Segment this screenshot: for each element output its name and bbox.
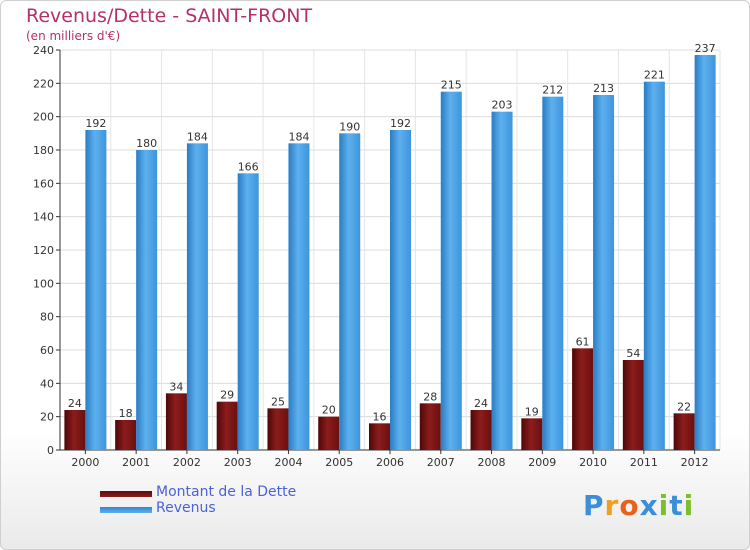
bar-dette (165, 393, 187, 450)
x-tick-label: 2001 (122, 456, 150, 469)
x-tick-label: 2008 (478, 456, 506, 469)
y-tick-label: 220 (33, 77, 54, 90)
bar-dette (115, 420, 137, 450)
x-tick-label: 2005 (325, 456, 353, 469)
logo-letter: o (619, 489, 640, 522)
data-label-revenus: 192 (390, 117, 411, 130)
data-label-revenus: 213 (593, 82, 614, 95)
data-label-dette: 16 (373, 410, 387, 423)
y-tick-label: 240 (33, 44, 54, 57)
data-label-dette: 29 (220, 389, 234, 402)
y-tick-label: 100 (33, 277, 54, 290)
bar-revenus (542, 96, 564, 451)
x-tick-label: 2000 (71, 456, 99, 469)
data-label-revenus: 221 (644, 69, 665, 82)
data-label-dette: 61 (576, 335, 590, 348)
chart-title: Revenus/Dette - SAINT-FRONT (26, 5, 313, 27)
bar-dette (216, 401, 238, 450)
logo-letter: i (658, 489, 670, 522)
bar-dette (64, 410, 86, 450)
bar-dette (521, 418, 543, 450)
proxiti-logo: Proxiti (583, 489, 694, 522)
x-tick-label: 2004 (274, 456, 302, 469)
bar-dette (470, 410, 492, 450)
bar-revenus (694, 55, 716, 450)
data-label-revenus: 180 (136, 137, 157, 150)
y-tick-label: 0 (47, 444, 54, 457)
bar-revenus (136, 150, 158, 450)
data-label-dette: 28 (423, 390, 437, 403)
bar-dette (622, 360, 644, 450)
data-label-dette: 24 (68, 397, 82, 410)
y-tick-label: 160 (33, 177, 54, 190)
bar-dette (419, 403, 441, 450)
x-tick-label: 2009 (528, 456, 556, 469)
y-tick-label: 140 (33, 211, 54, 224)
data-label-dette: 19 (525, 405, 539, 418)
logo-letter: x (639, 489, 659, 522)
data-label-dette: 20 (322, 404, 336, 417)
data-label-dette: 25 (271, 395, 285, 408)
data-label-revenus: 212 (542, 84, 563, 97)
y-tick-label: 40 (40, 377, 54, 390)
logo-letter: P (583, 489, 605, 522)
bar-revenus (491, 111, 513, 451)
logo-letter: i (683, 489, 695, 522)
x-tick-label: 2006 (376, 456, 404, 469)
bar-revenus (85, 130, 107, 450)
logo-letter: r (604, 489, 620, 522)
bar-dette (369, 423, 390, 450)
data-label-revenus: 203 (492, 99, 513, 112)
chart-subtitle: (en milliers d'€) (26, 29, 121, 43)
bar-revenus (186, 143, 208, 451)
bar-revenus (593, 95, 615, 450)
y-tick-label: 20 (40, 411, 54, 424)
bar-revenus (288, 143, 310, 451)
data-label-revenus: 190 (339, 120, 360, 133)
data-label-dette: 54 (626, 347, 640, 360)
bar-dette (673, 413, 695, 450)
bar-revenus (643, 81, 665, 451)
x-tick-label: 2010 (579, 456, 607, 469)
bar-dette (572, 348, 594, 450)
x-tick-label: 2011 (630, 456, 658, 469)
bar-dette (267, 408, 289, 450)
data-label-dette: 24 (474, 397, 488, 410)
bar-dette (318, 416, 340, 450)
data-label-dette: 18 (119, 407, 133, 420)
data-label-dette: 34 (169, 380, 183, 393)
legend-label-revenus: Revenus (156, 500, 216, 516)
legend-label-dette: Montant de la Dette (156, 484, 297, 500)
y-tick-label: 200 (33, 111, 54, 124)
y-tick-label: 80 (40, 311, 54, 324)
data-label-revenus: 215 (441, 79, 462, 92)
data-label-revenus: 237 (695, 42, 716, 55)
bar-revenus (440, 91, 462, 451)
data-label-revenus: 166 (238, 160, 259, 173)
x-tick-label: 2003 (224, 456, 252, 469)
y-tick-label: 120 (33, 244, 54, 257)
data-label-revenus: 192 (85, 117, 106, 130)
legend-swatch-revenus (100, 507, 152, 513)
y-tick-label: 180 (33, 144, 54, 157)
x-tick-label: 2012 (681, 456, 709, 469)
legend-swatch-dette (100, 491, 152, 497)
data-label-dette: 22 (677, 400, 691, 413)
x-tick-label: 2007 (427, 456, 455, 469)
y-tick-label: 60 (40, 344, 54, 357)
logo-letter: t (669, 489, 684, 522)
bar-revenus (237, 173, 259, 451)
bar-revenus (390, 130, 411, 450)
data-label-revenus: 184 (187, 130, 208, 143)
bar-revenus (339, 133, 361, 451)
x-tick-label: 2002 (173, 456, 201, 469)
data-label-revenus: 184 (288, 130, 309, 143)
